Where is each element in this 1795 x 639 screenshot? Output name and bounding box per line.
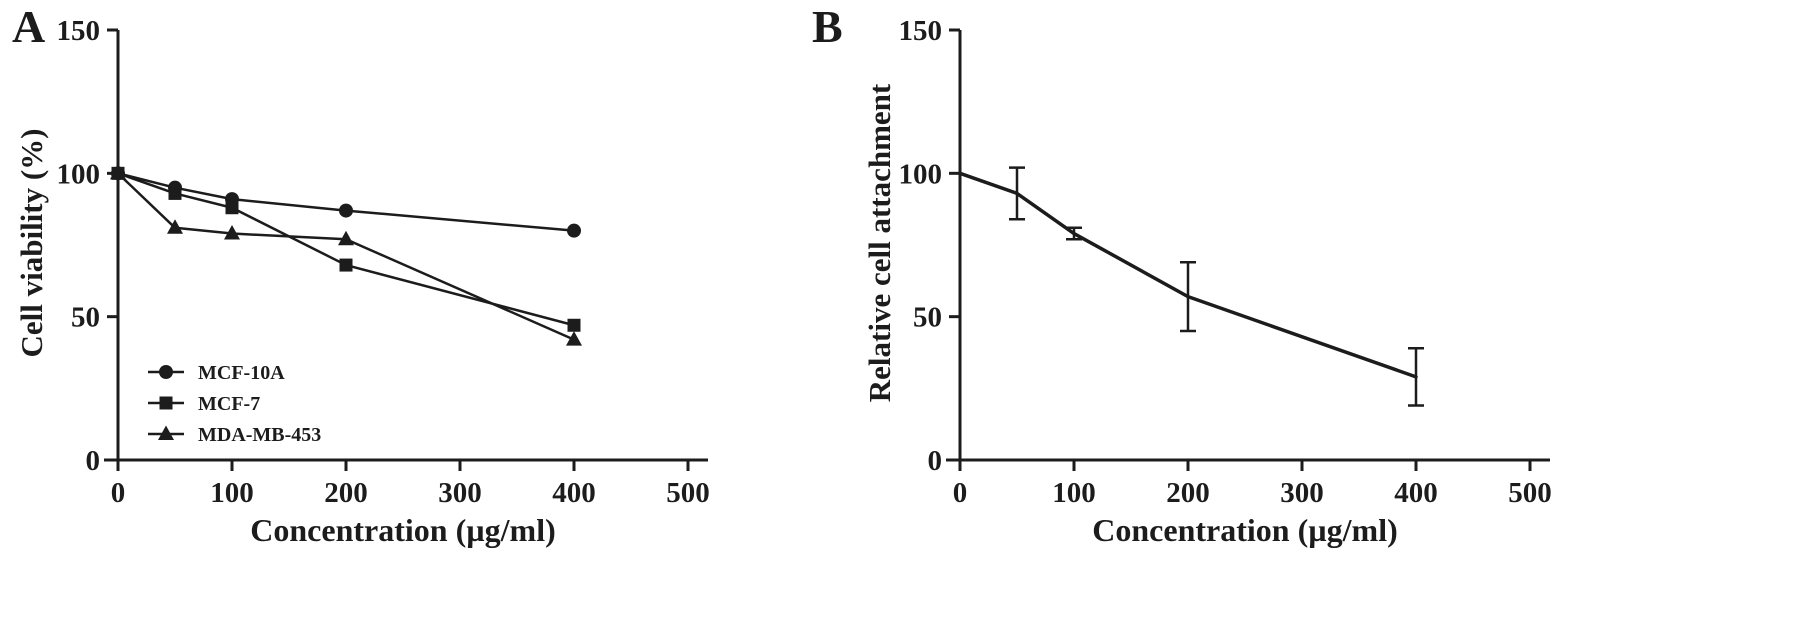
y-tick-label: 150 — [57, 15, 101, 47]
panel-a: A Cell viability (%) 0 100 200 300 400 500 0 50… — [0, 0, 800, 639]
series-line-Relative cell attachment — [958, 171, 1418, 379]
data-point-MCF-7 — [339, 258, 353, 272]
x-tick-label: 400 — [552, 477, 596, 509]
data-point-MCF-10A — [567, 223, 581, 238]
x-tick-label: 100 — [1052, 477, 1096, 509]
axis-lines — [104, 30, 708, 462]
legend-label: MDA-MB-453 — [198, 424, 321, 446]
panel-b-chart: 0 100 200 300 400 500 0 50 100 150 — [899, 15, 1552, 509]
panel-b-letter: B — [812, 1, 843, 52]
legend-label: MCF-7 — [198, 393, 260, 415]
data-point-MDA-MB-453 — [110, 164, 126, 180]
x-tick-label: 100 — [210, 477, 254, 509]
panel-a-chart: 0 100 200 300 400 500 0 50 100 150 MCF-10A MCF-7 MDA… — [57, 15, 710, 509]
axis-lines — [946, 30, 1550, 462]
legend-marker-square — [159, 396, 173, 410]
legend-marker-triangle — [158, 425, 174, 440]
x-tick-label: 0 — [953, 477, 968, 509]
x-tick-label: 500 — [1508, 477, 1552, 509]
data-point-MDA-MB-453 — [338, 230, 354, 246]
legend-marker-circle — [159, 365, 173, 379]
data-point-MCF-7 — [225, 201, 239, 215]
y-tick-label: 0 — [928, 445, 943, 477]
x-tick-label: 400 — [1394, 477, 1438, 509]
data-point-MDA-MB-453 — [224, 225, 240, 240]
x-tick-label: 0 — [111, 477, 126, 509]
panel-b: B Relative cell attachment 0 100 200 300 400… — [800, 0, 1795, 639]
legend-label: MCF-10A — [198, 362, 285, 384]
x-tick-label: 300 — [1280, 477, 1324, 509]
data-point-MCF-10A — [339, 203, 353, 218]
series-line-MCF-10A — [116, 172, 576, 232]
x-tick-label: 500 — [666, 477, 710, 509]
y-tick-label: 50 — [71, 302, 100, 334]
y-tick-label: 50 — [913, 302, 942, 334]
series-line-MDA-MB-453 — [116, 172, 576, 341]
y-tick-label: 150 — [899, 15, 943, 47]
y-tick-label: 100 — [57, 158, 101, 190]
data-point-MDA-MB-453 — [566, 331, 582, 346]
x-tick-label: 300 — [438, 477, 482, 509]
data-point-MCF-7 — [567, 318, 581, 332]
panel-a-letter: A — [12, 1, 46, 52]
data-point-MCF-7 — [168, 186, 182, 200]
panel-b-x-axis-title: Concentration (µg/ml) — [1092, 512, 1398, 548]
y-tick-label: 0 — [86, 445, 101, 477]
x-tick-label: 200 — [324, 477, 368, 509]
series-line-MCF-7 — [116, 172, 576, 327]
x-tick-label: 200 — [1166, 477, 1210, 509]
y-tick-label: 100 — [899, 158, 943, 190]
panel-a-x-axis-title: Concentration (µg/ml) — [250, 512, 556, 548]
data-point-MDA-MB-453 — [167, 219, 183, 234]
